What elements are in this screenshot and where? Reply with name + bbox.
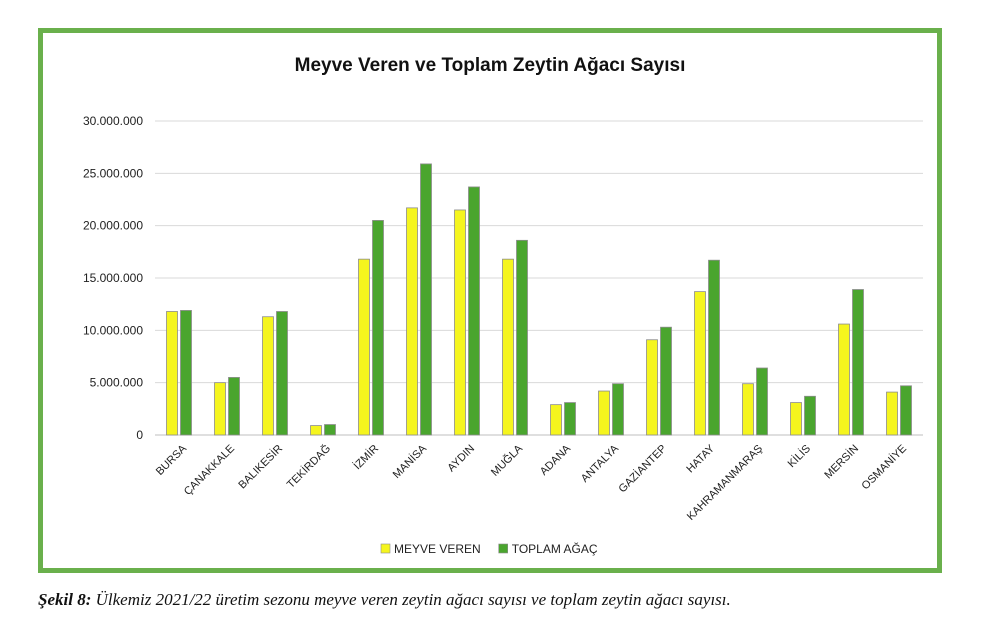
caption-label: Şekil 8: [38, 590, 92, 609]
x-tick-label: ANTALYA [579, 442, 622, 485]
bar-meyve-veren [310, 425, 322, 436]
bar-meyve-veren [742, 383, 754, 436]
bar-meyve-veren [262, 316, 274, 436]
figure-caption: Şekil 8: Ülkemiz 2021/22 üretim sezonu m… [38, 590, 731, 610]
legend-swatch [380, 543, 391, 554]
bar-meyve-veren [358, 258, 370, 436]
x-tick-label: MERSİN [822, 442, 861, 481]
bar-meyve-veren [886, 391, 898, 436]
legend-label: TOPLAM AĞAÇ [512, 541, 598, 556]
legend-label: MEYVE VEREN [394, 542, 481, 556]
bar-meyve-veren [166, 311, 178, 436]
bar-meyve-veren [502, 258, 514, 436]
bar-meyve-veren [454, 209, 466, 436]
bar-toplam-agac [756, 367, 768, 436]
bar-toplam-agac [708, 259, 720, 436]
bar-toplam-agac [612, 383, 624, 436]
bar-meyve-veren [790, 402, 802, 436]
y-tick-label: 20.000.000 [83, 219, 143, 233]
x-tick-label: AYDIN [445, 443, 477, 475]
bar-layer [166, 163, 912, 436]
bar-meyve-veren [550, 404, 562, 436]
bar-toplam-agac [468, 186, 480, 436]
x-tick-label: ADANA [538, 442, 574, 478]
x-tick-label: TEKİRDAĞ [284, 442, 333, 491]
bar-toplam-agac [228, 377, 240, 436]
x-tick-label: MUĞLA [488, 441, 525, 478]
y-tick-label: 25.000.000 [83, 166, 143, 180]
y-tick-label: 5.000.000 [90, 376, 144, 390]
bar-meyve-veren [694, 291, 706, 436]
chart-svg: Meyve Veren ve Toplam Zeytin Ağacı Sayıs… [83, 55, 923, 556]
x-tick-label: GAZİANTEP [616, 442, 669, 495]
x-tick-label: İZMİR [351, 442, 381, 472]
bar-meyve-veren [598, 390, 610, 436]
bar-toplam-agac [660, 326, 672, 436]
x-tick-label: HATAY [684, 442, 717, 475]
bar-toplam-agac [852, 289, 864, 436]
y-axis-ticks: 0 5.000.000 10.000.000 15.000.000 20.000.000… [83, 114, 143, 442]
bar-toplam-agac [372, 220, 384, 436]
bar-toplam-agac [276, 311, 288, 436]
bar-toplam-agac [324, 424, 336, 436]
y-tick-label: 15.000.000 [83, 271, 143, 285]
bar-toplam-agac [516, 239, 528, 436]
bar-toplam-agac [180, 310, 192, 436]
bar-toplam-agac [564, 402, 576, 436]
x-tick-label: OSMANİYE [859, 442, 909, 492]
legend: MEYVE VEREN TOPLAM AĞAÇ [380, 541, 598, 556]
x-tick-label: BURSA [154, 442, 190, 478]
x-tick-label: BALIKESİR [236, 442, 285, 491]
bar-meyve-veren [214, 382, 226, 436]
chart-frame: Meyve Veren ve Toplam Zeytin Ağacı Sayıs… [38, 28, 942, 573]
bar-toplam-agac [900, 385, 912, 436]
legend-swatch [498, 543, 509, 554]
bar-toplam-agac [420, 163, 432, 436]
bar-meyve-veren [838, 323, 850, 436]
caption-text: Ülkemiz 2021/22 üretim sezonu meyve vere… [91, 590, 731, 609]
bar-meyve-veren [646, 339, 658, 436]
chart-title: Meyve Veren ve Toplam Zeytin Ağacı Sayıs… [295, 55, 686, 76]
bar-toplam-agac [804, 395, 816, 436]
x-tick-label: KİLİS [785, 442, 813, 470]
y-tick-label: 30.000.000 [83, 114, 143, 128]
bar-meyve-veren [406, 207, 418, 436]
y-tick-label: 0 [136, 428, 143, 442]
x-tick-label: ÇANAKKALE [182, 443, 237, 498]
x-tick-label: MANİSA [390, 441, 429, 480]
y-tick-label: 10.000.000 [83, 323, 143, 337]
